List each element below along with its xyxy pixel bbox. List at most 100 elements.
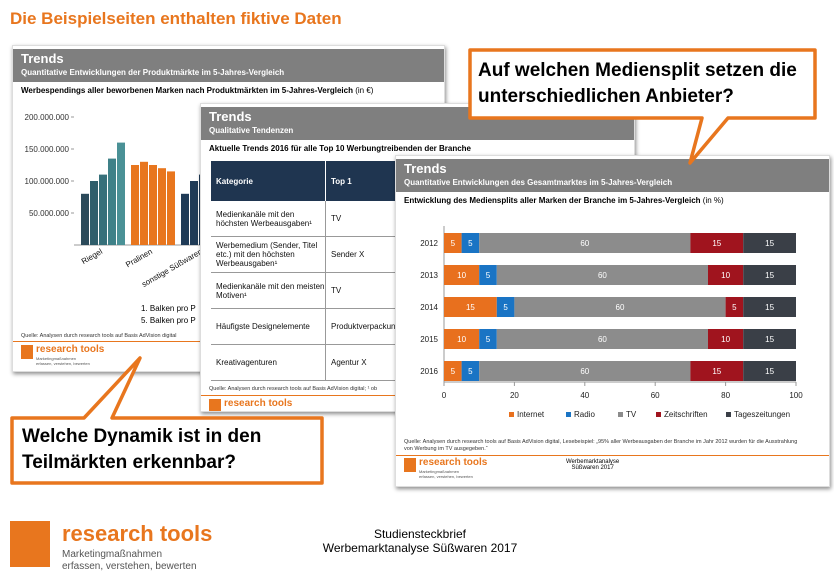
heading: Entwicklung des Mediensplits aller Marke… [404, 196, 701, 205]
logo-line: erfassen, verstehen, bewerten [36, 361, 90, 366]
logo-name: research tools [36, 344, 105, 355]
logo-name: research tools [419, 457, 488, 468]
data-label: 10 [721, 335, 730, 344]
slide-title: Trends [21, 51, 64, 66]
data-label: 5 [503, 303, 508, 312]
logo-name: research tools [224, 398, 293, 409]
y-tick-label: 2014 [420, 303, 438, 312]
slide-title: Trends [209, 109, 252, 124]
heading-unit: (in €) [355, 86, 374, 95]
bar-segment [743, 297, 796, 317]
source: Quelle: Analysen durch research tools au… [209, 386, 378, 392]
logo-icon [21, 345, 33, 359]
x-tick-label: 20 [510, 391, 519, 400]
data-label: 60 [616, 303, 625, 312]
note: 5. Balken pro P [141, 316, 196, 325]
data-label: 60 [598, 271, 607, 280]
bar-segment [444, 233, 462, 253]
divider [396, 455, 829, 456]
bar [131, 165, 139, 245]
data-label: 60 [598, 335, 607, 344]
legend-label: Tageszeitungen [734, 410, 790, 419]
bar-segment [444, 265, 480, 285]
heading: Werbespendings aller beworbenen Marken n… [21, 86, 353, 95]
logo-line: erfassen, verstehen, bewerten [419, 474, 473, 479]
data-label: 5 [732, 303, 737, 312]
slide-heading: Entwicklung des Mediensplits aller Marke… [404, 196, 724, 205]
legend-label: Internet [517, 410, 545, 419]
x-tick-label: 80 [721, 391, 730, 400]
table-cell: Kreativagenturen [211, 345, 326, 381]
logo-icon [10, 521, 50, 567]
data-label: 5 [486, 271, 491, 280]
logo-icon [404, 458, 416, 472]
bar [99, 174, 107, 245]
data-label: 15 [765, 271, 774, 280]
bar-segment [743, 361, 796, 381]
bar [81, 193, 89, 245]
slide-footer: Werbemarktanalyse Süßwaren 2017 [566, 459, 619, 471]
data-label: 5 [486, 335, 491, 344]
bar [190, 181, 198, 245]
data-label: 15 [765, 303, 774, 312]
logo-icon [209, 399, 221, 411]
data-label: 10 [457, 335, 466, 344]
y-tick-label: 2015 [420, 335, 438, 344]
data-label: 60 [580, 367, 589, 376]
bar-segment [690, 233, 744, 253]
bar [181, 193, 189, 245]
y-tick-label: 100.000.000 [25, 177, 70, 186]
bar [167, 171, 175, 245]
slide: Trends Quantitative Entwicklungen des Ge… [395, 155, 830, 487]
bar-segment [690, 361, 744, 381]
y-tick-label: 50.000.000 [29, 209, 70, 218]
data-label: 15 [712, 239, 721, 248]
legend-label: Radio [574, 410, 595, 419]
data-label: 10 [457, 271, 466, 280]
data-label: 15 [765, 367, 774, 376]
data-label: 5 [468, 367, 473, 376]
stacked-bar-chart: 0 20 40 60 80 100 2012 5 5 60 15 15 2013 10 5 60 10 15 201… [420, 226, 803, 419]
x-tick-label: 100 [789, 391, 803, 400]
bar-segment [496, 265, 708, 285]
bar-segment [514, 297, 726, 317]
legend-label: Zeitschriften [664, 410, 708, 419]
bar-segment [444, 361, 462, 381]
bar-segment [479, 265, 497, 285]
y-tick-label: 200.000.000 [25, 113, 70, 122]
legend-swatch [618, 412, 623, 417]
bar [158, 168, 166, 245]
slide-heading: Werbespendings aller beworbenen Marken n… [21, 86, 373, 95]
bar-segment [496, 297, 515, 317]
data-label: 5 [451, 367, 456, 376]
bar [108, 158, 116, 245]
footer: Studiensteckbrief Werbemarktanalyse Süßw… [310, 527, 530, 555]
bar-segment [479, 233, 691, 253]
slide-footer-line: Werbemarktanalyse [566, 459, 620, 465]
callout-text: Auf welchen Mediensplit setzen die unter… [478, 60, 797, 107]
x-tick-label: Riegel [80, 247, 104, 266]
y-tick-label: 150.000.000 [25, 145, 70, 154]
data-label: 15 [712, 367, 721, 376]
y-tick-label: 2012 [420, 239, 438, 248]
bar-segment [725, 297, 744, 317]
bar-segment [743, 329, 796, 349]
callout-text: Welche Dynamik ist in den Teilmärkten er… [22, 426, 262, 473]
slide-heading: Aktuelle Trends 2016 für alle Top 10 Wer… [209, 144, 471, 153]
x-tick-label: Pralinen [124, 247, 154, 269]
footer-line: Studiensteckbrief [373, 527, 467, 541]
x-tick-label: 0 [442, 391, 447, 400]
slide-title: Trends [404, 161, 447, 176]
x-tick-label: 60 [651, 391, 660, 400]
data-label: 60 [580, 239, 589, 248]
data-label: 5 [451, 239, 456, 248]
data-label: 10 [721, 271, 730, 280]
y-tick-label: 2013 [420, 271, 438, 280]
table-cell: Medienkanäle mit den höchsten Werbeausga… [211, 201, 326, 237]
slide-header: Trends Qualitative Tendenzen [201, 107, 634, 140]
slide-subtitle: Qualitative Tendenzen [209, 126, 294, 135]
slide-header: Trends Quantitative Entwicklungen der Pr… [13, 49, 444, 82]
bar [140, 161, 148, 245]
slide-subtitle: Quantitative Entwicklungen des Gesamtmar… [404, 178, 673, 187]
data-label: 15 [765, 335, 774, 344]
